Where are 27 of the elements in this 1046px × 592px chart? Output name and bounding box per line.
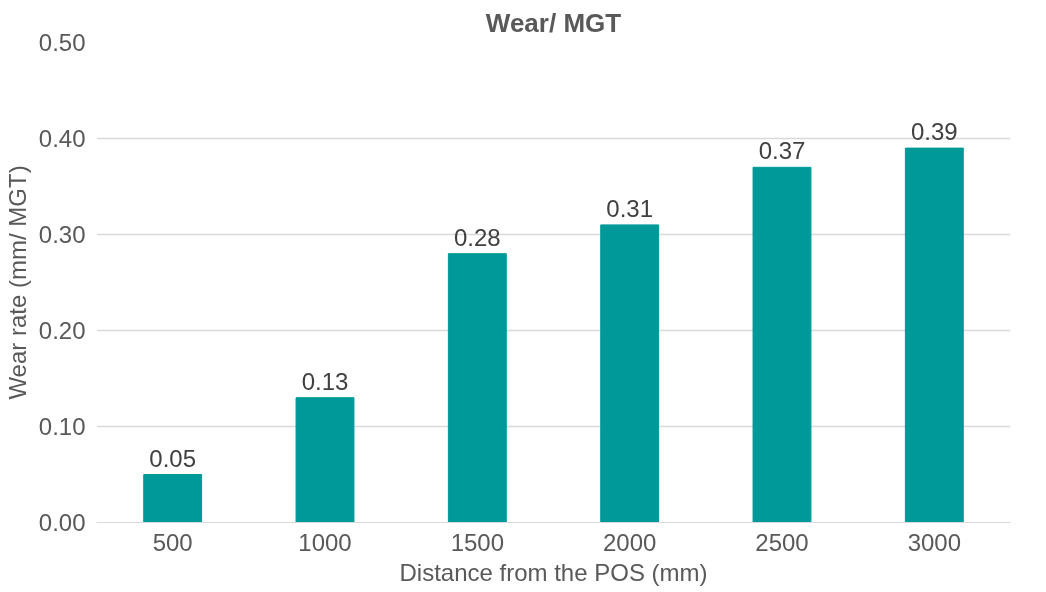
y-tick-label: 0.10 bbox=[38, 413, 86, 440]
bar bbox=[143, 474, 203, 523]
y-tick-label: 0.40 bbox=[38, 125, 86, 152]
data-label: 0.28 bbox=[453, 223, 501, 251]
y-tick-label: 0.00 bbox=[38, 509, 86, 536]
chart-title: Wear/ MGT bbox=[485, 7, 622, 38]
data-label: 0.31 bbox=[606, 194, 654, 222]
x-tick-label: 500 bbox=[152, 528, 193, 556]
x-tick-label: 3000 bbox=[907, 528, 962, 556]
x-tick-label: 2000 bbox=[602, 528, 657, 556]
bar bbox=[904, 147, 964, 523]
data-label: 0.37 bbox=[758, 137, 806, 165]
x-tick-label: 1000 bbox=[298, 528, 352, 556]
y-tick-label: 0.30 bbox=[38, 221, 86, 248]
bar bbox=[600, 224, 660, 523]
bar bbox=[752, 166, 812, 523]
y-tick-label: 0.50 bbox=[38, 29, 86, 56]
data-label: 0.05 bbox=[149, 444, 197, 472]
data-label: 0.13 bbox=[301, 367, 349, 395]
bar bbox=[447, 253, 507, 523]
y-axis-title: Wear rate (mm/ MGT) bbox=[3, 165, 31, 400]
y-tick-label: 0.20 bbox=[38, 317, 86, 344]
x-tick-label: 2500 bbox=[755, 528, 809, 556]
x-tick-label: 1500 bbox=[450, 528, 505, 556]
x-axis-title: Distance from the POS (mm) bbox=[399, 558, 708, 586]
data-label: 0.39 bbox=[910, 118, 958, 146]
bar bbox=[295, 397, 355, 523]
